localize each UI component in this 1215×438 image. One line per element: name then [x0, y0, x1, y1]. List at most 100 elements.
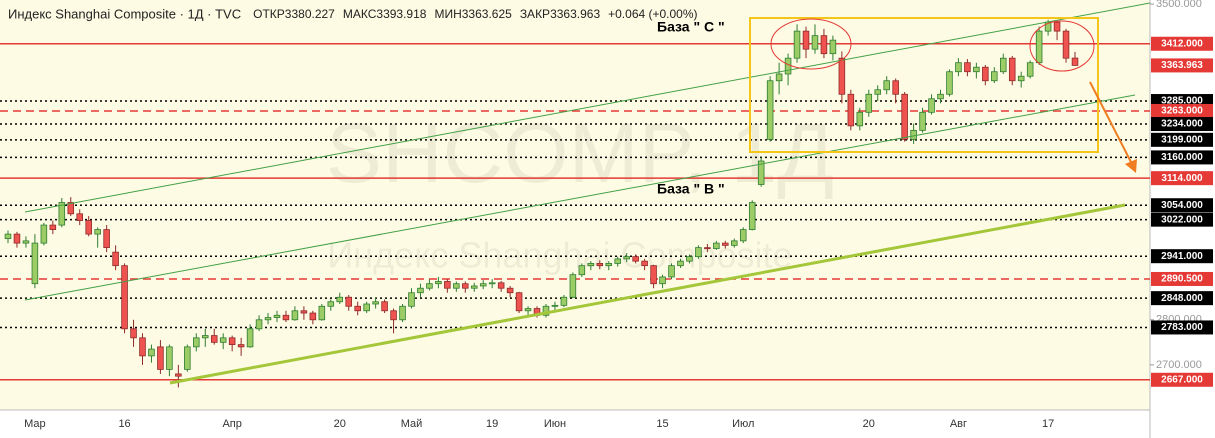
candle-body: [919, 111, 926, 131]
price-label-box: [1151, 212, 1213, 227]
y-tick-label: 2700.000: [1156, 359, 1202, 371]
candle-body: [999, 57, 1007, 73]
candle-body: [937, 93, 944, 100]
last-price-label: 3363.963: [1161, 60, 1203, 71]
header-value: 3363.625: [462, 7, 512, 21]
candle-body: [121, 265, 128, 330]
candle-body: [354, 305, 361, 312]
candle-body: [363, 303, 370, 312]
candle-body: [1071, 57, 1079, 66]
candle-body: [470, 285, 478, 289]
candle-body: [453, 283, 460, 289]
price-label: 3054.000: [1161, 200, 1203, 211]
candle-body: [246, 328, 254, 348]
price-label-box: [1151, 103, 1213, 118]
y-tick-label: 3500.000: [1156, 0, 1202, 10]
header: Индекс Shanghai Composite · 1Д · TVC ОТКР…: [8, 6, 698, 21]
price-label-box: [1151, 171, 1213, 186]
x-tick-label: Мар: [24, 418, 46, 430]
candle-body: [336, 296, 344, 303]
price-label: 3114.000: [1161, 173, 1203, 184]
header-label: МАКС: [343, 7, 377, 21]
candle-body: [237, 344, 245, 348]
annotation: База " B ": [657, 181, 725, 197]
support-line: [169, 203, 1126, 385]
price-label-box: [1151, 36, 1213, 51]
candle-body: [605, 263, 613, 267]
candle-body: [524, 308, 532, 312]
candle-body: [381, 301, 388, 312]
candle-body: [345, 296, 352, 307]
candle-body: [704, 247, 711, 250]
candle-body: [686, 256, 693, 262]
price-label: 3022.000: [1161, 214, 1203, 225]
candle-body: [551, 304, 559, 307]
header-label: ЗАКР: [520, 7, 550, 21]
x-tick-label: 15: [656, 418, 668, 430]
candle-body: [148, 348, 155, 357]
candle-body: [282, 314, 290, 321]
candle-body: [506, 287, 514, 294]
candle-body: [426, 283, 433, 289]
candle-body: [883, 80, 890, 91]
candle-body: [417, 287, 424, 294]
price-label-box: [1151, 117, 1213, 132]
candle-body: [184, 346, 191, 370]
price-label-box: [1151, 198, 1213, 213]
price-label-box: [1151, 132, 1213, 147]
candle-body: [731, 240, 738, 246]
price-label: 2783.000: [1161, 322, 1203, 333]
price-label-box: [1151, 271, 1213, 286]
candle-body: [1008, 57, 1016, 82]
candle-body: [175, 373, 182, 377]
candle-body: [982, 66, 989, 82]
drawings: [24, 2, 1151, 385]
candle-body: [515, 292, 523, 312]
candle-body: [650, 265, 657, 285]
candle-body: [811, 35, 819, 50]
candle-body: [892, 80, 899, 95]
candle-body: [372, 301, 379, 305]
x-tick-label: Июн: [544, 418, 566, 430]
price-label-box: [1151, 150, 1213, 165]
x-tick-label: 16: [118, 418, 130, 430]
price-label: 3160.000: [1161, 152, 1203, 163]
price-label: 2941.000: [1161, 251, 1203, 262]
price-label: 3234.000: [1161, 119, 1203, 130]
candle-body: [964, 62, 971, 73]
header-label: МИН: [434, 7, 461, 21]
price-label-box: [1151, 291, 1213, 306]
candle-body: [623, 256, 630, 260]
candle-body: [775, 73, 783, 82]
candle-body: [139, 337, 146, 357]
highlight-circle: [1029, 20, 1095, 72]
candle-body: [1062, 30, 1070, 59]
candle-body: [865, 93, 873, 113]
header-change: +0.064 (+0.00%): [608, 7, 697, 21]
price-label-box: [1151, 320, 1213, 335]
watermark: SHCOMP, 1Д: [326, 106, 834, 200]
candle-body: [479, 283, 487, 287]
candle-body: [228, 337, 236, 345]
range-box: [749, 17, 1099, 153]
candle-body: [327, 301, 335, 307]
candle-body: [112, 251, 119, 267]
candle-body: [318, 305, 326, 321]
time-axis-background: [0, 410, 1150, 438]
x-tick-label: 20: [334, 418, 346, 430]
header-title: Индекс Shanghai Composite · 1Д · TVC: [8, 6, 241, 21]
candle-body: [659, 276, 666, 285]
candle-body: [157, 346, 164, 370]
candle-body: [435, 281, 442, 285]
candle-body: [1035, 30, 1043, 64]
price-label: 2890.500: [1161, 274, 1203, 285]
candle-body: [739, 229, 747, 242]
candle-body: [309, 312, 317, 321]
candle-body: [578, 265, 586, 276]
watermark-subtitle: Индекс Shanghai Composite: [327, 235, 792, 276]
levels: [0, 43, 1150, 381]
candle-body: [1053, 21, 1061, 32]
candle-body: [444, 281, 451, 289]
candle-body: [668, 265, 675, 278]
x-tick-label: Июл: [732, 418, 754, 430]
